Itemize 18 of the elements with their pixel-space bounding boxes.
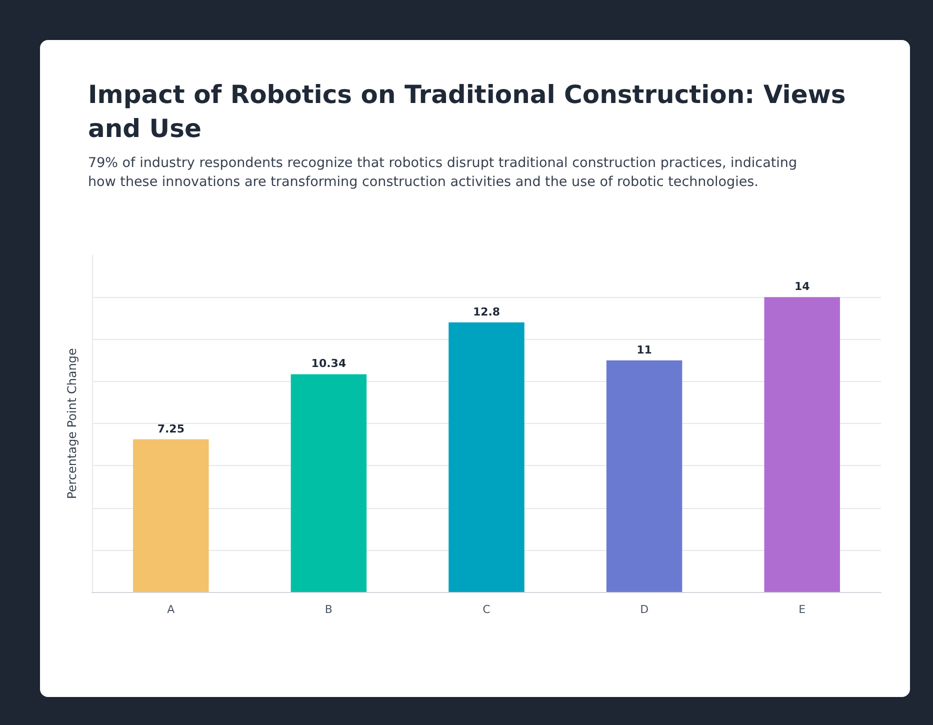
data-label: 12.8: [472, 305, 500, 318]
x-tick-label: A: [167, 603, 176, 616]
bar: [290, 374, 367, 592]
x-tick-label: B: [324, 603, 332, 616]
bar: [448, 322, 524, 592]
bar: [133, 439, 209, 592]
chart-subtitle: 79% of industry respondents recognize that robotics disrupt traditional construction practices, indicating how these innovations are transforming construction activities and the use of robotic technologies.: [88, 154, 798, 192]
data-label: 14: [794, 280, 810, 294]
data-label: 11: [636, 343, 652, 356]
data-label: 10.34: [311, 357, 346, 370]
x-tick-label: D: [640, 603, 649, 616]
x-tick-label: E: [798, 603, 806, 616]
chart-title: Impact of Robotics on Traditional Construction: Views and Use: [88, 79, 847, 145]
bar: [606, 360, 682, 592]
bar: [764, 297, 840, 592]
y-axis-title: Percentage Point Change: [65, 348, 79, 499]
data-label: 7.25: [157, 422, 184, 436]
x-tick-label: C: [482, 603, 491, 616]
